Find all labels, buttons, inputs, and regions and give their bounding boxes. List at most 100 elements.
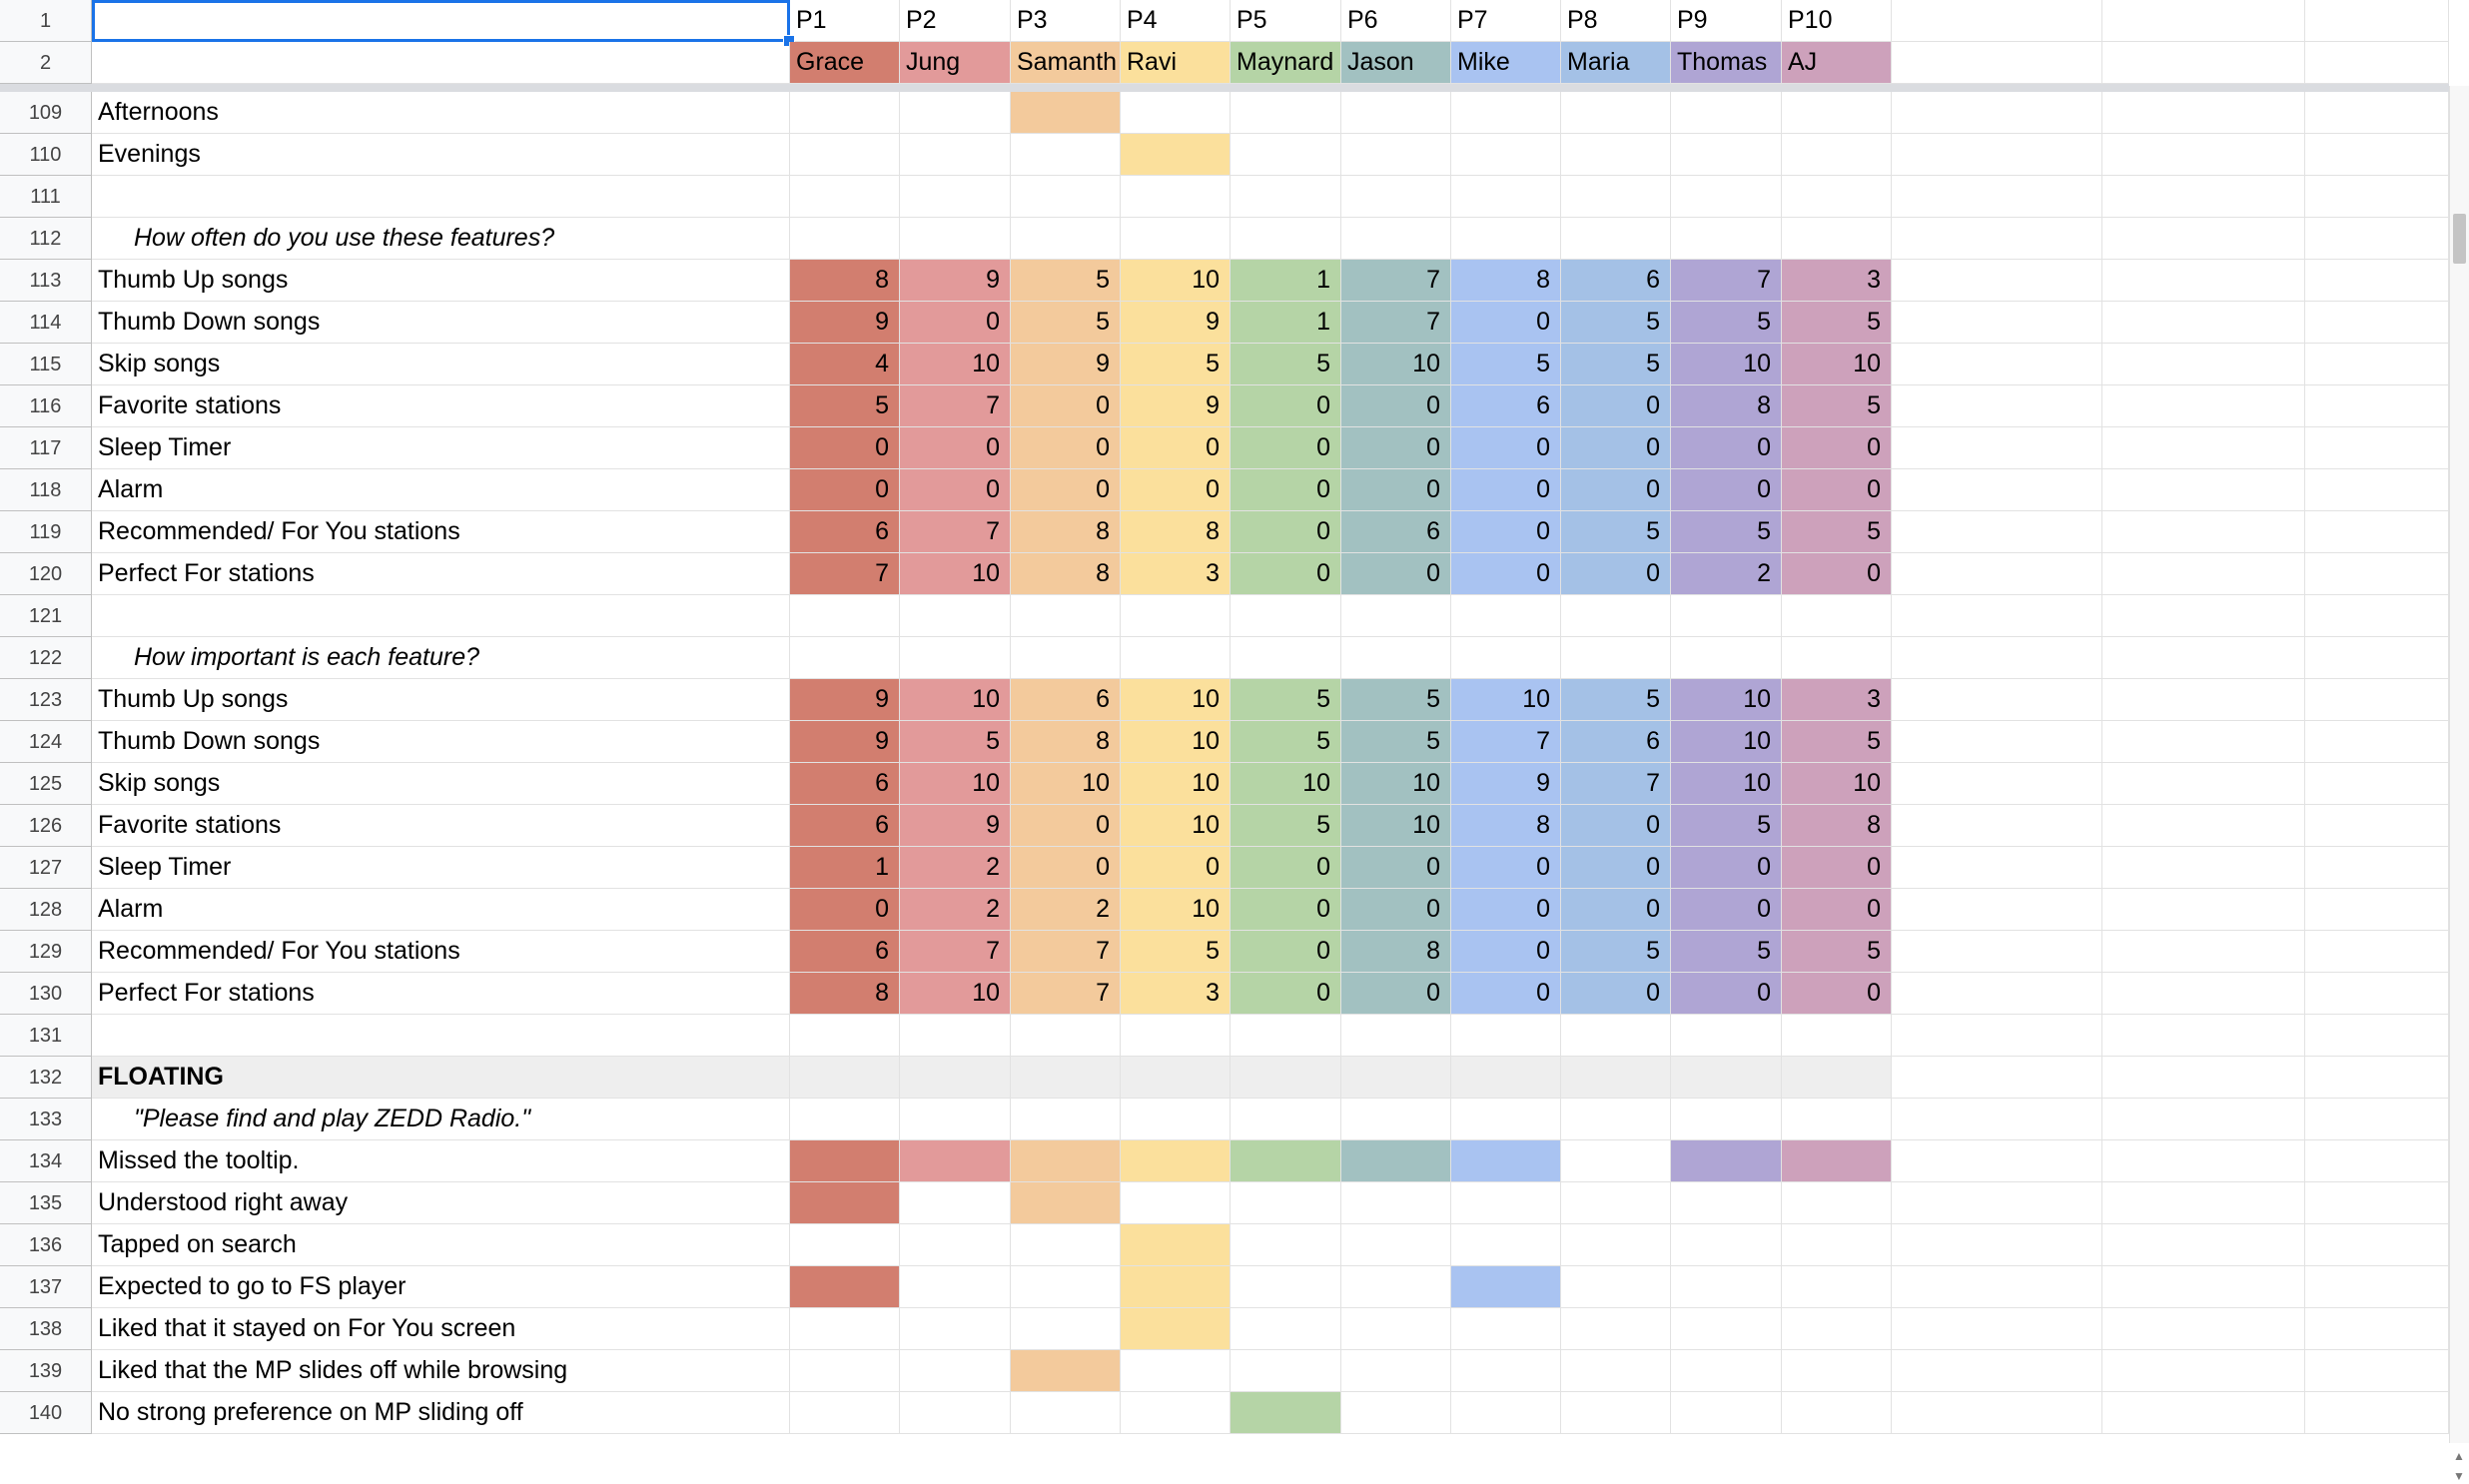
row-label-cell[interactable]: How important is each feature? bbox=[92, 637, 790, 679]
participant-name-cell[interactable]: AJ bbox=[1782, 42, 1892, 84]
score-cell[interactable]: 0 bbox=[1011, 847, 1121, 889]
row-label-cell[interactable]: Tapped on search bbox=[92, 1224, 790, 1266]
response-cell[interactable] bbox=[1231, 1057, 1341, 1099]
score-cell[interactable]: 2 bbox=[900, 889, 1011, 931]
response-cell[interactable] bbox=[1451, 637, 1561, 679]
response-cell[interactable] bbox=[1231, 92, 1341, 134]
score-cell[interactable]: 6 bbox=[1341, 511, 1451, 553]
response-cell[interactable] bbox=[790, 637, 900, 679]
response-cell[interactable] bbox=[1671, 1057, 1782, 1099]
score-cell[interactable]: 0 bbox=[1671, 889, 1782, 931]
response-cell[interactable] bbox=[790, 218, 900, 260]
row-label-cell[interactable]: Perfect For stations bbox=[92, 973, 790, 1015]
response-cell[interactable] bbox=[900, 1057, 1011, 1099]
empty-cell[interactable] bbox=[1892, 344, 2102, 385]
score-cell[interactable]: 0 bbox=[900, 469, 1011, 511]
response-cell[interactable] bbox=[1561, 1057, 1671, 1099]
score-cell[interactable]: 9 bbox=[1451, 763, 1561, 805]
empty-cell[interactable] bbox=[2305, 637, 2449, 679]
response-cell[interactable] bbox=[1231, 1015, 1341, 1057]
response-cell[interactable] bbox=[1782, 1182, 1892, 1224]
participant-code-cell[interactable]: P4 bbox=[1121, 0, 1231, 42]
response-cell[interactable] bbox=[1121, 1350, 1231, 1392]
score-cell[interactable]: 10 bbox=[1451, 679, 1561, 721]
score-cell[interactable]: 0 bbox=[1011, 427, 1121, 469]
response-cell[interactable] bbox=[1451, 1099, 1561, 1140]
row-number[interactable]: 119 bbox=[0, 511, 92, 553]
score-cell[interactable]: 10 bbox=[1782, 344, 1892, 385]
empty-cell[interactable] bbox=[2305, 344, 2449, 385]
response-cell[interactable] bbox=[1121, 92, 1231, 134]
response-cell[interactable] bbox=[1341, 637, 1451, 679]
score-cell[interactable]: 5 bbox=[1782, 721, 1892, 763]
score-cell[interactable]: 0 bbox=[1451, 553, 1561, 595]
response-cell[interactable] bbox=[1451, 218, 1561, 260]
empty-cell[interactable] bbox=[1892, 1392, 2102, 1434]
score-cell[interactable]: 5 bbox=[790, 385, 900, 427]
score-cell[interactable]: 5 bbox=[1561, 344, 1671, 385]
empty-cell[interactable] bbox=[2305, 763, 2449, 805]
row-number[interactable]: 140 bbox=[0, 1392, 92, 1434]
response-cell[interactable] bbox=[1451, 134, 1561, 176]
row-label-cell[interactable]: Afternoons bbox=[92, 92, 790, 134]
response-cell[interactable] bbox=[1231, 637, 1341, 679]
response-cell[interactable] bbox=[1451, 1266, 1561, 1308]
score-cell[interactable]: 5 bbox=[1451, 344, 1561, 385]
response-cell[interactable] bbox=[1451, 1140, 1561, 1182]
empty-cell[interactable] bbox=[1892, 1015, 2102, 1057]
row-label-cell[interactable]: Perfect For stations bbox=[92, 553, 790, 595]
score-cell[interactable]: 0 bbox=[1451, 302, 1561, 344]
empty-cell[interactable] bbox=[2305, 260, 2449, 302]
response-cell[interactable] bbox=[1451, 1182, 1561, 1224]
score-cell[interactable]: 0 bbox=[1451, 427, 1561, 469]
response-cell[interactable] bbox=[1011, 595, 1121, 637]
score-cell[interactable]: 9 bbox=[790, 721, 900, 763]
score-cell[interactable]: 0 bbox=[1341, 973, 1451, 1015]
response-cell[interactable] bbox=[790, 1140, 900, 1182]
participant-code-cell[interactable]: P5 bbox=[1231, 0, 1341, 42]
row-label-cell[interactable]: Skip songs bbox=[92, 344, 790, 385]
score-cell[interactable]: 0 bbox=[1782, 889, 1892, 931]
empty-cell[interactable] bbox=[2102, 1392, 2305, 1434]
empty-cell[interactable] bbox=[2305, 553, 2449, 595]
row-number[interactable]: 2 bbox=[0, 42, 92, 84]
scrollbar-thumb[interactable] bbox=[2453, 214, 2466, 264]
score-cell[interactable]: 9 bbox=[900, 260, 1011, 302]
participant-code-cell[interactable]: P9 bbox=[1671, 0, 1782, 42]
row-number[interactable]: 138 bbox=[0, 1308, 92, 1350]
participant-code-cell[interactable]: P7 bbox=[1451, 0, 1561, 42]
score-cell[interactable]: 10 bbox=[1671, 721, 1782, 763]
empty-cell[interactable] bbox=[1892, 1308, 2102, 1350]
score-cell[interactable]: 7 bbox=[1341, 260, 1451, 302]
score-cell[interactable]: 10 bbox=[900, 973, 1011, 1015]
response-cell[interactable] bbox=[1011, 176, 1121, 218]
response-cell[interactable] bbox=[1011, 92, 1121, 134]
score-cell[interactable]: 5 bbox=[1671, 511, 1782, 553]
participant-code-cell[interactable]: P10 bbox=[1782, 0, 1892, 42]
response-cell[interactable] bbox=[1011, 218, 1121, 260]
row-number[interactable]: 129 bbox=[0, 931, 92, 973]
score-cell[interactable]: 0 bbox=[1671, 469, 1782, 511]
row-number[interactable]: 1 bbox=[0, 0, 92, 42]
score-cell[interactable]: 0 bbox=[1341, 427, 1451, 469]
row-number[interactable]: 133 bbox=[0, 1099, 92, 1140]
score-cell[interactable]: 8 bbox=[1782, 805, 1892, 847]
score-cell[interactable]: 7 bbox=[1451, 721, 1561, 763]
score-cell[interactable]: 5 bbox=[1121, 931, 1231, 973]
empty-cell[interactable] bbox=[2305, 1224, 2449, 1266]
score-cell[interactable]: 3 bbox=[1121, 553, 1231, 595]
empty-cell[interactable] bbox=[1892, 553, 2102, 595]
score-cell[interactable]: 5 bbox=[1671, 805, 1782, 847]
row-label-cell[interactable]: Thumb Down songs bbox=[92, 302, 790, 344]
score-cell[interactable]: 5 bbox=[1011, 302, 1121, 344]
response-cell[interactable] bbox=[1671, 1140, 1782, 1182]
response-cell[interactable] bbox=[1011, 134, 1121, 176]
response-cell[interactable] bbox=[1671, 134, 1782, 176]
row-number[interactable]: 116 bbox=[0, 385, 92, 427]
participant-name-cell[interactable]: Jung bbox=[900, 42, 1011, 84]
response-cell[interactable] bbox=[1782, 134, 1892, 176]
score-cell[interactable]: 0 bbox=[1451, 511, 1561, 553]
score-cell[interactable]: 0 bbox=[1451, 847, 1561, 889]
empty-cell[interactable] bbox=[2102, 1057, 2305, 1099]
response-cell[interactable] bbox=[1231, 218, 1341, 260]
